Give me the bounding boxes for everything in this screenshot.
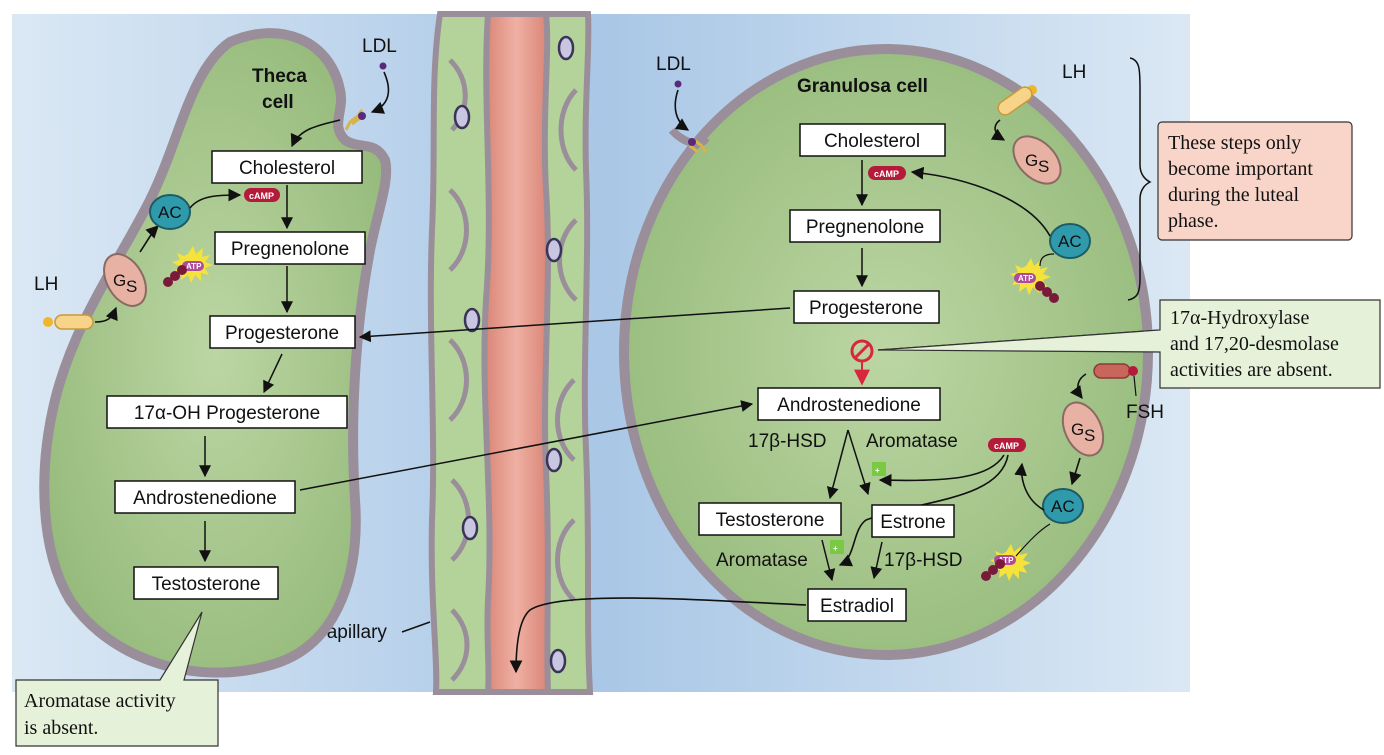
svg-text:Estradiol: Estradiol	[820, 596, 894, 617]
svg-text:G: G	[1025, 151, 1038, 170]
granulosa-atp-icon-bottom: ATP	[981, 544, 1031, 581]
granulosa-title: Granulosa cell	[797, 76, 928, 97]
granulosa-lh-label: LH	[1062, 62, 1086, 83]
theca-ldl-particle	[379, 62, 387, 70]
plus-icon-bottom: +	[830, 540, 844, 554]
svg-text:Pregnenolone: Pregnenolone	[806, 217, 924, 238]
granulosa-estradiol-box: Estradiol	[807, 588, 907, 622]
svg-text:become important: become important	[1168, 158, 1313, 180]
granulosa-ac-enzyme-top: AC	[1049, 223, 1091, 259]
svg-text:during the luteal: during the luteal	[1168, 184, 1300, 206]
theca-ldl-label: LDL	[362, 36, 397, 57]
granulosa-gs-protein-top: G S	[1012, 135, 1062, 185]
svg-text:AC: AC	[1051, 497, 1075, 516]
svg-text:Aromatase activity: Aromatase activity	[24, 690, 176, 712]
inhibition-icon	[850, 339, 874, 363]
estradiol-exit-arrow	[509, 597, 807, 674]
svg-text:AC: AC	[158, 203, 182, 222]
svg-text:S: S	[126, 277, 137, 296]
note-aromatase-absent: Aromatase activity is absent.	[15, 611, 219, 747]
enzyme-17b-hsd-right: 17β-HSD	[884, 550, 963, 571]
svg-text:Progesterone: Progesterone	[225, 323, 339, 344]
theca-17oh-progesterone-box: 17α-OH Progesterone	[106, 395, 348, 429]
svg-text:cAMP: cAMP	[249, 191, 274, 201]
theca-title-line2: cell	[262, 92, 294, 113]
svg-text:phase.: phase.	[1168, 210, 1219, 232]
progesterone-transfer-arrow	[358, 307, 791, 343]
luteal-bracket	[1127, 57, 1152, 301]
svg-text:Androstenedione: Androstenedione	[133, 488, 277, 509]
fsh-receptor-icon	[1093, 363, 1138, 397]
svg-text:AC: AC	[1058, 232, 1082, 251]
granulosa-gs-protein-bottom: G S	[1061, 401, 1105, 457]
svg-text:S: S	[1084, 426, 1095, 445]
svg-text:ATP: ATP	[186, 262, 202, 271]
svg-text:Cholesterol: Cholesterol	[824, 131, 920, 152]
granulosa-cholesterol-box: Cholesterol	[799, 123, 946, 157]
granulosa-ac-enzyme-bottom: AC	[1042, 488, 1084, 524]
theca-ac-enzyme: AC	[149, 194, 191, 230]
plus-icon-top: +	[872, 462, 886, 476]
svg-text:Pregnenolone: Pregnenolone	[231, 239, 349, 260]
granulosa-progesterone-box: Progesterone	[793, 290, 940, 324]
svg-text:17α-Hydroxylase: 17α-Hydroxylase	[1170, 307, 1309, 329]
theca-androstenedione-box: Androstenedione	[114, 480, 296, 514]
theca-lh-receptor-icon	[43, 314, 94, 330]
granulosa-atp-icon-top: ATP	[1010, 258, 1059, 303]
svg-text:ATP: ATP	[998, 556, 1014, 565]
theca-cholesterol-box: Cholesterol	[211, 150, 363, 184]
enzyme-aromatase-bottom: Aromatase	[716, 550, 808, 571]
enzyme-17b-hsd-left: 17β-HSD	[748, 431, 827, 452]
theca-atp-icon: ATP	[163, 246, 213, 287]
theca-camp-badge: cAMP	[244, 188, 280, 202]
theca-progesterone-box: Progesterone	[209, 315, 356, 349]
svg-text:and 17,20-desmolase: and 17,20-desmolase	[1170, 333, 1339, 355]
androstenedione-transfer-arrow	[299, 400, 754, 491]
theca-ldl-receptor-icon	[344, 109, 366, 131]
note-luteal: These steps only become important during…	[1157, 121, 1353, 241]
granulosa-ldl-particle	[674, 80, 682, 88]
granulosa-estrone-box: Estrone	[871, 504, 955, 538]
theca-testosterone-box: Testosterone	[133, 566, 279, 600]
svg-text:These steps only: These steps only	[1168, 132, 1301, 154]
theca-gs-protein: G S	[103, 253, 147, 307]
svg-text:cAMP: cAMP	[994, 441, 1019, 451]
svg-text:G: G	[113, 271, 126, 290]
svg-text:Cholesterol: Cholesterol	[239, 158, 335, 179]
svg-text:+: +	[875, 466, 880, 475]
granulosa-camp-badge-bottom: cAMP	[988, 438, 1026, 452]
note-hydroxylase-absent: 17α-Hydroxylase and 17,20-desmolase acti…	[877, 299, 1381, 389]
svg-text:ATP: ATP	[1018, 274, 1034, 283]
svg-text:Progesterone: Progesterone	[809, 298, 923, 319]
svg-text:Androstenedione: Androstenedione	[777, 395, 921, 416]
granulosa-pregnenolone-box: Pregnenolone	[789, 209, 941, 243]
svg-text:S: S	[1038, 157, 1049, 176]
svg-text:activities are absent.: activities are absent.	[1170, 359, 1333, 381]
granulosa-camp-badge-top: cAMP	[868, 166, 906, 180]
granulosa-ldl-receptor-icon	[688, 138, 708, 154]
theca-title-line1: Theca	[252, 66, 307, 87]
svg-text:Testosterone: Testosterone	[152, 574, 261, 595]
granulosa-lh-receptor-icon	[997, 85, 1037, 116]
fsh-label: FSH	[1126, 402, 1164, 423]
svg-text:Estrone: Estrone	[880, 512, 945, 533]
granulosa-testosterone-box: Testosterone	[698, 502, 842, 536]
svg-text:17α-OH Progesterone: 17α-OH Progesterone	[134, 403, 320, 424]
svg-text:is absent.: is absent.	[24, 717, 98, 739]
svg-text:cAMP: cAMP	[874, 169, 899, 179]
svg-text:Testosterone: Testosterone	[716, 510, 825, 531]
granulosa-ldl-label: LDL	[656, 54, 691, 75]
theca-lh-label: LH	[34, 274, 58, 295]
granulosa-androstenedione-box: Androstenedione	[757, 387, 941, 421]
theca-pregnenolone-box: Pregnenolone	[214, 231, 366, 265]
svg-text:+: +	[833, 544, 838, 553]
enzyme-aromatase-top: Aromatase	[866, 431, 958, 452]
svg-text:G: G	[1071, 420, 1084, 439]
capillary	[427, 11, 594, 695]
